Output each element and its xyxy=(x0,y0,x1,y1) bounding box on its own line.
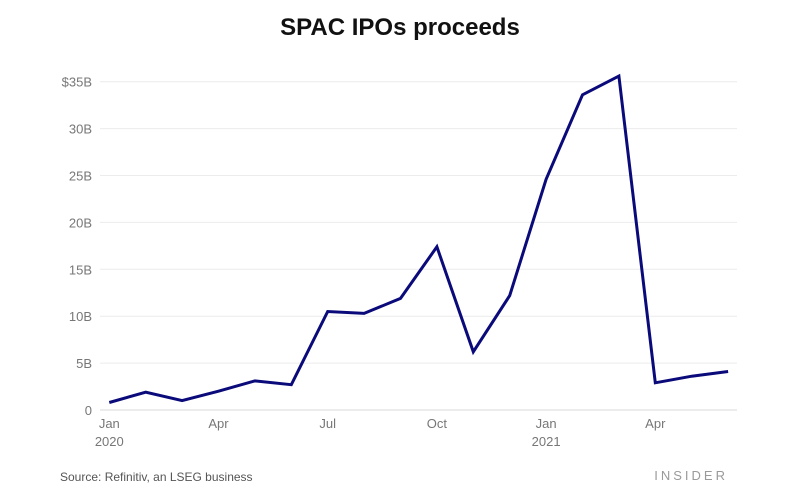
series-line xyxy=(108,73,729,404)
y-tick-label: 20B xyxy=(69,215,92,230)
x-tick-label: Apr xyxy=(645,416,666,431)
source-note: Source: Refinitiv, an LSEG business xyxy=(60,470,253,484)
y-tick-label: 25B xyxy=(69,169,92,184)
y-tick-label: 5B xyxy=(76,356,92,371)
insider-logo: INSIDER xyxy=(654,468,728,483)
x-tick-label: Jan xyxy=(99,416,120,431)
x-tick-year-label: 2021 xyxy=(532,434,561,449)
y-tick-label: 10B xyxy=(69,309,92,324)
y-tick-label: 0 xyxy=(85,403,92,418)
x-tick-label: Apr xyxy=(208,416,229,431)
x-tick-label: Jan xyxy=(536,416,557,431)
chart-title: SPAC IPOs proceeds xyxy=(280,14,520,41)
x-tick-year-label: 2020 xyxy=(95,434,124,449)
y-tick-label: $35B xyxy=(62,75,92,90)
y-tick-label: 15B xyxy=(69,262,92,277)
y-tick-label: 30B xyxy=(69,122,92,137)
x-tick-label: Jul xyxy=(319,416,336,431)
x-tick-label: Oct xyxy=(427,416,448,431)
